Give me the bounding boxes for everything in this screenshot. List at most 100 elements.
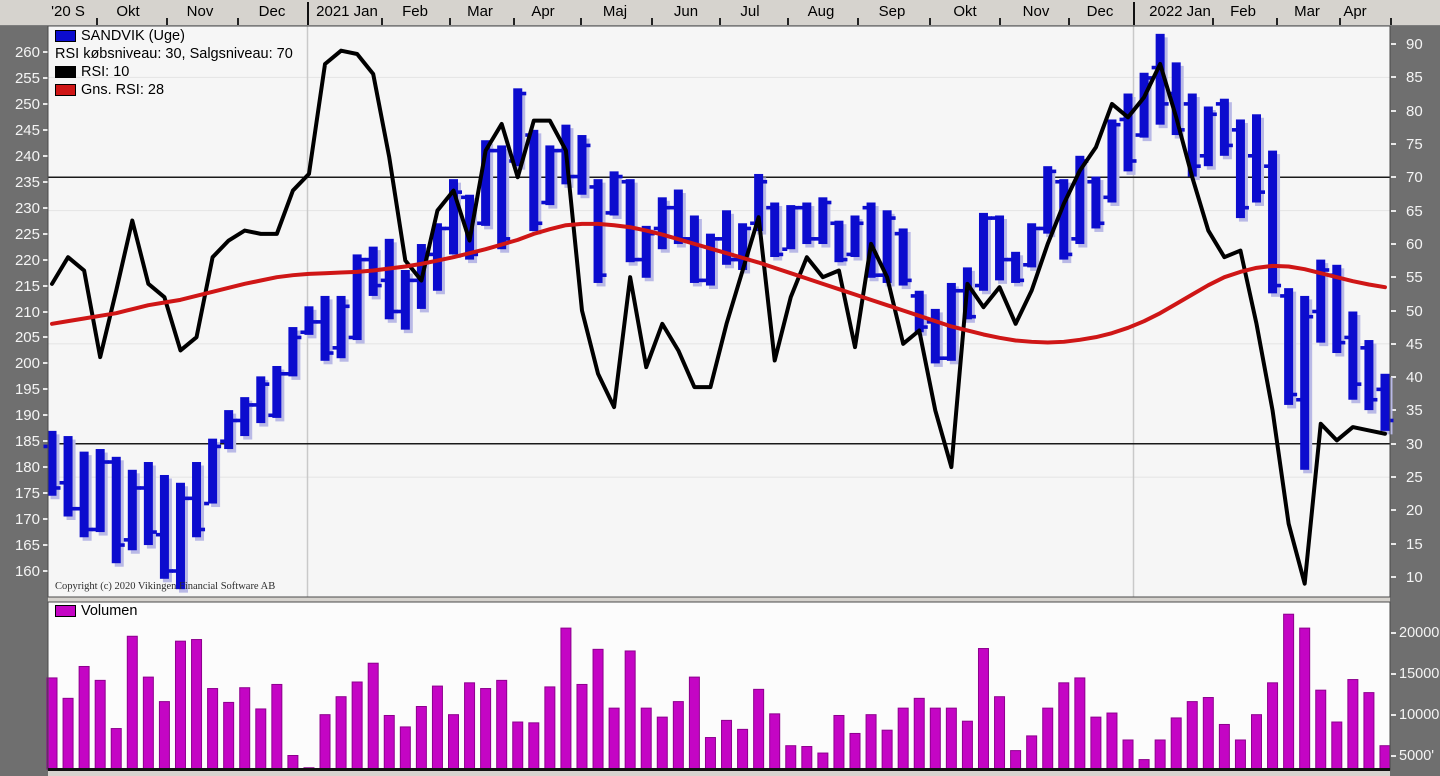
month-tick xyxy=(237,18,239,25)
rsi-axis-tick xyxy=(1391,209,1396,212)
volume-axis-label: 10000' xyxy=(1399,706,1440,723)
price-axis-tick xyxy=(43,570,48,572)
rsi-axis-label: 75 xyxy=(1406,135,1423,153)
rsi-axis-tick xyxy=(1391,442,1396,445)
price-axis-label: 220 xyxy=(14,251,40,269)
rsi-axis-label: 60 xyxy=(1406,235,1423,253)
price-axis-tick xyxy=(43,76,48,79)
price-axis-tick xyxy=(43,310,48,313)
price-axis-tick xyxy=(43,180,48,183)
volume-series xyxy=(46,613,1391,770)
month-tick xyxy=(381,18,383,25)
rsi-axis-tick xyxy=(1391,176,1396,179)
price-axis-tick xyxy=(43,388,48,391)
rsi-series-swatch-icon xyxy=(55,66,76,78)
month-tick xyxy=(513,18,515,25)
rsi-axis-tick xyxy=(1391,43,1396,45)
month-tick xyxy=(651,18,653,25)
year-divider-tick xyxy=(307,2,309,25)
price-axis-label: 235 xyxy=(14,173,40,191)
rsi-axis-label: 10 xyxy=(1406,569,1423,586)
price-axis-label: 250 xyxy=(14,95,40,113)
price-axis-tick xyxy=(43,492,48,495)
price-axis-tick xyxy=(43,440,48,443)
price-axis-label: 245 xyxy=(14,121,40,139)
month-label: Feb xyxy=(1230,3,1256,20)
month-tick xyxy=(929,18,931,25)
chart-legend: SANDVIK (Uge) RSI købsniveau: 30, Salgsn… xyxy=(55,27,293,99)
candlestick-series xyxy=(43,33,1394,590)
month-tick xyxy=(719,18,721,25)
rsi-axis-tick xyxy=(1391,276,1396,279)
copyright-text: Copyright (c) 2020 Vikingen Financial So… xyxy=(55,581,276,592)
price-axis-label: 255 xyxy=(14,69,40,87)
month-label: Dec xyxy=(1086,3,1114,20)
price-axis-tick xyxy=(43,362,48,365)
price-axis-label: 260 xyxy=(14,44,40,61)
rsi-axis-label: 30 xyxy=(1406,435,1423,453)
price-axis-label: 195 xyxy=(14,381,40,399)
month-label: Nov xyxy=(186,3,214,20)
price-axis-tick xyxy=(43,544,48,547)
price-axis-tick xyxy=(43,206,48,209)
rsi-axis-tick xyxy=(1391,376,1396,379)
month-tick xyxy=(1276,18,1278,25)
month-tick xyxy=(1068,18,1070,25)
legend-label: Volumen xyxy=(81,603,138,619)
month-tick xyxy=(580,18,582,25)
price-axis-label: 225 xyxy=(14,225,40,243)
price-axis-tick xyxy=(43,154,48,157)
month-label: '20 S xyxy=(51,3,85,20)
price-axis-tick xyxy=(43,518,48,521)
price-axis-label: 205 xyxy=(14,329,40,347)
month-tick xyxy=(166,18,168,25)
month-tick xyxy=(787,18,789,25)
legend-item-avg-rsi: Gns. RSI: 28 xyxy=(55,81,293,99)
volume-legend: Volumen xyxy=(55,603,137,619)
month-label: Okt xyxy=(953,3,977,20)
legend-label: RSI købsniveau: 30, Salgsniveau: 70 xyxy=(55,46,293,62)
rsi-axis-label: 15 xyxy=(1406,535,1423,553)
month-tick xyxy=(96,18,98,25)
price-axis-tick xyxy=(43,232,48,235)
legend-item-rsi: RSI: 10 xyxy=(55,63,293,81)
month-label: Aug xyxy=(807,3,835,20)
volume-axis-label: 5000' xyxy=(1399,747,1435,764)
price-axis-tick xyxy=(43,336,48,339)
rsi-axis-label: 20 xyxy=(1406,502,1423,520)
price-axis-tick xyxy=(43,258,48,261)
rsi-axis-label: 70 xyxy=(1406,169,1423,187)
rsi-axis-label: 40 xyxy=(1406,369,1423,387)
price-axis-label: 180 xyxy=(14,459,40,477)
month-label: Maj xyxy=(602,3,628,20)
legend-item-sandvik: SANDVIK (Uge) xyxy=(55,27,293,45)
month-label: 2021 Jan xyxy=(316,3,378,20)
volume-axis-label: 20000' xyxy=(1399,625,1440,641)
rsi-axis-label: 80 xyxy=(1406,102,1423,120)
month-label: Nov xyxy=(1022,3,1050,20)
month-label: Jun xyxy=(673,3,699,20)
rsi-axis-label: 90 xyxy=(1406,36,1423,53)
sandvik-series-swatch-icon xyxy=(55,30,76,42)
month-label: Apr xyxy=(1343,3,1367,20)
rsi-axis-tick xyxy=(1391,542,1396,545)
rsi-axis-label: 35 xyxy=(1406,402,1423,420)
month-label: Apr xyxy=(531,3,555,20)
volume-axis-label: 15000' xyxy=(1399,665,1440,682)
month-tick xyxy=(857,18,859,25)
price-axis-tick xyxy=(43,51,48,53)
price-axis-label: 200 xyxy=(14,355,40,373)
rsi-axis-tick xyxy=(1391,576,1396,578)
rsi-axis-label: 65 xyxy=(1406,202,1423,220)
price-axis-label: 175 xyxy=(14,485,40,503)
avg-rsi-series-swatch-icon xyxy=(55,84,76,96)
price-axis-label: 210 xyxy=(14,303,40,321)
rsi-axis-tick xyxy=(1391,142,1396,145)
year-divider-tick xyxy=(1133,2,1135,25)
volume-axis-tick xyxy=(1391,713,1396,716)
rsi-axis-tick xyxy=(1391,242,1396,245)
month-label: Jul xyxy=(740,3,760,20)
price-axis-tick xyxy=(43,414,48,417)
